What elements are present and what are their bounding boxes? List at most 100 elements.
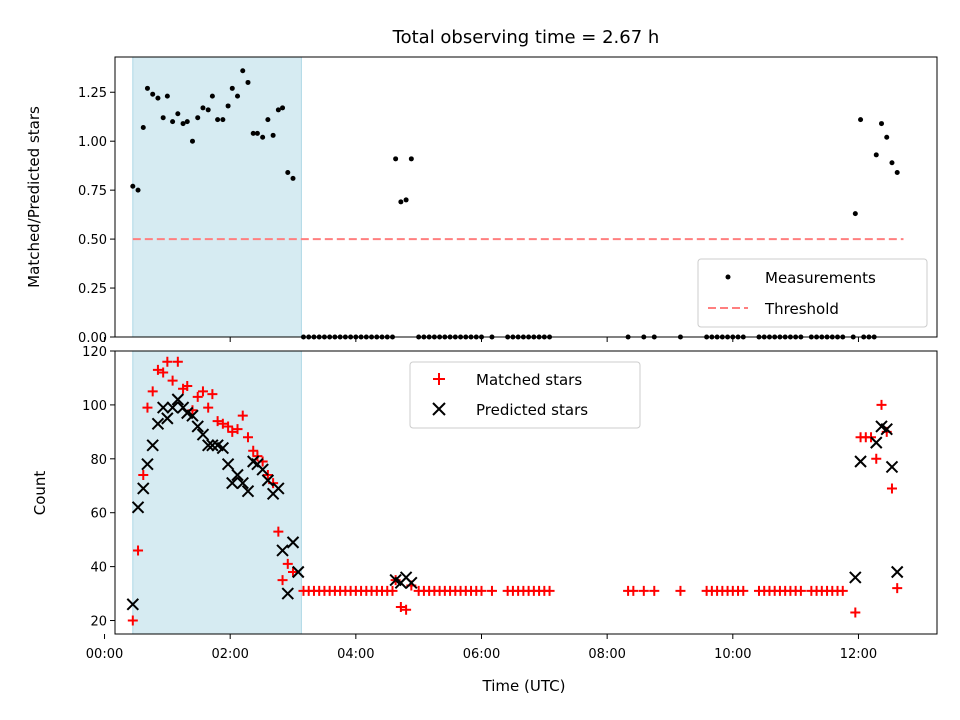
matched-point [387, 585, 398, 596]
matched-point [242, 432, 253, 443]
top-y-tick-label: 0.75 [78, 184, 107, 199]
matched-point [207, 389, 218, 400]
matched-point [192, 391, 203, 402]
measurement-point [254, 130, 260, 136]
x-tick-label: 10:00 [714, 647, 751, 662]
predicted-point [870, 436, 883, 449]
matched-point [197, 386, 208, 397]
measurement-point [135, 187, 141, 193]
measurement-point [852, 211, 858, 217]
predicted-point [854, 455, 867, 468]
measurement-point [398, 199, 404, 205]
matched-point [288, 567, 299, 578]
bottom-y-tick-label: 20 [90, 615, 107, 630]
measurement-point [144, 85, 150, 91]
measurement-point [408, 156, 414, 162]
predicted-point [201, 439, 215, 452]
predicted-point [236, 476, 249, 490]
top-y-tick-label: 1.25 [78, 86, 107, 101]
measurement-point [229, 85, 235, 91]
matched-point [133, 545, 144, 556]
matched-point [476, 585, 487, 596]
matched-point [147, 386, 158, 397]
top-legend: Measurements Threshold [697, 258, 928, 328]
predicted-point [156, 401, 170, 414]
predicted-point [885, 460, 899, 474]
x-tick-label: 00:00 [86, 647, 123, 662]
matched-point [871, 453, 882, 464]
bottom-y-axis-label: Count [31, 471, 49, 516]
predicted-point [261, 474, 275, 487]
predicted-point [292, 565, 305, 579]
bottom-x-ticks: 00:00 02:00 04:00 06:00 08:00 10:00 12:00 [86, 634, 877, 662]
bottom-legend: Matched stars Predicted stars [409, 361, 641, 429]
measurement-point [403, 197, 409, 203]
top-axes-frame [114, 56, 938, 338]
bottom-panel: 20 40 60 80 100 120 00:00 02:00 04:00 06:00 08:00… [31, 345, 938, 695]
matched-point [152, 364, 163, 375]
matched-point [401, 604, 412, 615]
top-y-tick-label: 0.50 [78, 233, 107, 248]
legend-matched-label: Matched stars [476, 371, 582, 389]
predicted-point [131, 501, 145, 514]
bottom-y-tick-label: 80 [90, 453, 107, 468]
matched-point [162, 356, 173, 367]
matched-point [886, 483, 897, 494]
predicted-point [186, 409, 199, 422]
predicted-point [166, 401, 179, 414]
measurement-point [150, 91, 156, 97]
legend-matched-marker [433, 373, 445, 385]
matched-point [138, 469, 149, 480]
matched-point [158, 367, 169, 378]
top-y-tick-label: 0.00 [78, 331, 107, 346]
measurement-point [290, 175, 296, 181]
predicted-point [216, 441, 230, 455]
x-tick-label: 04:00 [337, 647, 374, 662]
predicted-point [151, 417, 165, 430]
measurement-point [240, 68, 246, 74]
measurement-point [184, 119, 190, 125]
measurement-point [270, 132, 276, 138]
matched-point [223, 421, 234, 432]
measurement-point [220, 117, 226, 123]
measurement-point [180, 121, 186, 127]
measurement-point [245, 79, 251, 85]
bottom-points [126, 356, 904, 626]
top-panel: 0.00 0.25 0.50 0.75 1.00 1.25 Matched/Predict… [25, 56, 938, 346]
measurement-point [209, 93, 215, 99]
matched-point [649, 585, 660, 596]
predicted-point [206, 439, 219, 452]
matched-point [277, 575, 288, 586]
bottom-y-tick-label: 100 [82, 399, 107, 414]
measurement-point [275, 107, 281, 113]
matched-point [237, 410, 248, 421]
measurement-point [170, 119, 176, 125]
predicted-point [146, 439, 159, 452]
predicted-point [405, 576, 418, 589]
measurement-point [393, 156, 399, 162]
legend-measurements-marker [725, 274, 731, 280]
predicted-point [276, 544, 289, 557]
matched-point [486, 585, 497, 596]
predicted-point [221, 457, 235, 471]
matched-point [850, 607, 861, 618]
measurement-point [285, 170, 291, 176]
matched-point [217, 418, 228, 429]
measurement-point [130, 183, 136, 189]
predicted-point [880, 422, 893, 436]
matched-point [172, 356, 183, 367]
top-observing-span [132, 56, 302, 338]
top-y-tick-label: 1.00 [78, 135, 107, 150]
measurement-point [175, 111, 181, 117]
measurement-point [884, 134, 890, 140]
measurement-point [894, 170, 900, 176]
bottom-y-ticks: 20 40 60 80 100 120 [82, 345, 115, 630]
measurement-point [195, 115, 201, 121]
predicted-point [231, 468, 244, 482]
bottom-y-tick-label: 60 [90, 507, 107, 522]
x-tick-label: 08:00 [588, 647, 625, 662]
matched-point [876, 399, 887, 410]
matched-point [544, 585, 555, 596]
predicted-point [171, 393, 185, 406]
